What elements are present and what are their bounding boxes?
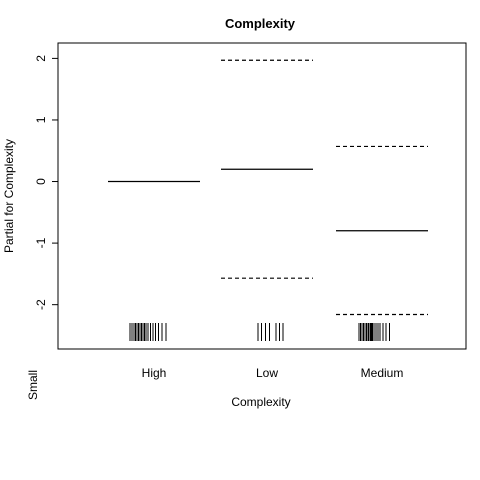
- y-tick-label: 2: [34, 55, 48, 62]
- x-axis-label: Complexity: [231, 395, 290, 409]
- plot-marks: [108, 59, 428, 341]
- margin-label: Small: [26, 370, 40, 400]
- plot-frame: [57, 42, 467, 350]
- y-tick-label: -2: [34, 299, 48, 310]
- y-axis-label: Partial for Complexity: [2, 139, 16, 253]
- x-axis: High Low Medium: [142, 366, 404, 380]
- x-tick-label: Low: [256, 366, 278, 380]
- x-tick-label: High: [142, 366, 167, 380]
- x-tick-label: Medium: [361, 366, 404, 380]
- y-tick-label: -1: [34, 237, 48, 248]
- y-tick-label: 0: [34, 178, 48, 185]
- y-tick-label: 1: [34, 116, 48, 123]
- y-axis: 2 1 0 -1 -2: [34, 55, 58, 310]
- chart-title: Complexity: [225, 16, 296, 31]
